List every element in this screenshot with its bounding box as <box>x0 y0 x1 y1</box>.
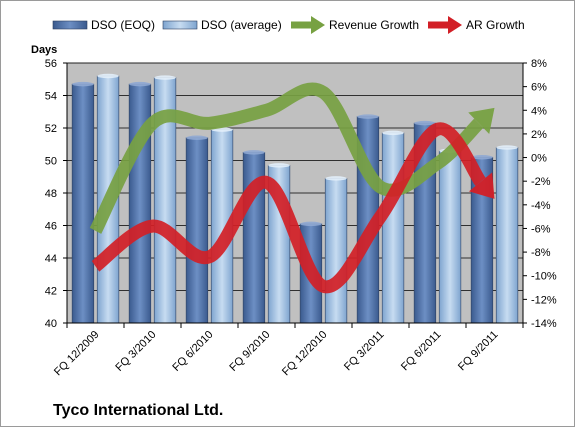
left-tick-label: 46 <box>45 221 57 233</box>
left-tick-label: 52 <box>45 123 57 135</box>
bar-top-highlight <box>357 114 379 119</box>
x-tick-label: FQ 6/2011 <box>399 329 444 374</box>
legend-label-dso-average-: DSO (average) <box>201 18 282 32</box>
right-tick-label: 2% <box>531 129 547 141</box>
legend-label-dso-eoq-: DSO (EOQ) <box>91 18 155 32</box>
right-tick-label: -6% <box>531 223 551 235</box>
bar-dso-average <box>324 178 348 324</box>
bar-top-highlight <box>382 130 404 136</box>
bar-top-highlight <box>268 163 290 168</box>
legend-swatch-dso-average- <box>162 20 198 30</box>
bar-dso-eoq <box>71 83 95 324</box>
bar-top-highlight <box>325 176 347 181</box>
left-tick-label: 48 <box>45 188 57 200</box>
bar-dso-average <box>495 147 519 324</box>
left-tick-label: 54 <box>45 91 57 103</box>
legend-label-ar-growth: AR Growth <box>466 18 525 32</box>
left-tick-label: 56 <box>45 58 57 70</box>
left-tick-label: 40 <box>45 318 57 330</box>
right-tick-label: -10% <box>531 271 557 283</box>
x-tick-label: FQ 9/2011 <box>456 329 501 374</box>
plot-area: 40 42 44 46 48 50 52 54 56 -14% -12% -10% -8% -6% -4% -… <box>45 58 557 378</box>
bar-top-highlight <box>471 155 493 160</box>
x-tick-label: FQ 3/2010 <box>113 329 158 374</box>
left-tick-label: 50 <box>45 156 57 168</box>
x-tick-label: FQ 9/2010 <box>227 329 272 374</box>
right-tick-label: -12% <box>531 294 557 306</box>
bar-top-highlight <box>72 81 94 87</box>
bar-top-highlight <box>97 73 119 79</box>
ar-growth-line <box>91 122 486 294</box>
legend-arrow-ar-growth <box>448 16 462 34</box>
bar-top-highlight <box>414 120 436 126</box>
revenue-growth-arrowhead <box>468 107 495 135</box>
revenue-growth-line <box>89 82 484 234</box>
right-tick-label: 6% <box>531 82 547 94</box>
legend-swatch-dso-eoq- <box>52 20 88 30</box>
legend-arrow-revenue-growth <box>311 16 325 34</box>
right-tick-label: 8% <box>531 58 547 70</box>
bar-top-highlight <box>129 81 151 87</box>
x-tick-label: FQ 12/2009 <box>52 329 102 379</box>
right-tick-label: -14% <box>531 318 557 330</box>
x-tick-label: FQ 6/2010 <box>170 329 215 374</box>
left-tick-label: 44 <box>45 253 57 265</box>
x-tick-label: FQ 12/2010 <box>280 329 330 379</box>
right-tick-label: -4% <box>531 200 551 212</box>
bar-top-highlight <box>243 150 265 155</box>
company-name: Tyco International Ltd. <box>53 402 223 419</box>
bar-top-highlight <box>186 135 208 140</box>
bar-top-highlight <box>300 221 322 227</box>
legend: DSO (EOQ) DSO (average) Revenue Growth AR G… <box>52 16 525 34</box>
bar-top-highlight <box>154 75 176 80</box>
right-tick-label: 4% <box>531 105 547 117</box>
left-axis-title: Days <box>31 44 57 56</box>
legend-label-revenue-growth: Revenue Growth <box>329 18 419 32</box>
x-tick-label: FQ 3/2011 <box>342 329 387 374</box>
ar-growth-arrowhead <box>468 172 495 199</box>
right-tick-label: -2% <box>531 176 551 188</box>
bar-dso-average <box>438 150 462 324</box>
bar-dso-eoq <box>185 137 209 324</box>
right-tick-label: 0% <box>531 153 547 165</box>
bar-dso-average <box>381 132 405 324</box>
bar-top-highlight <box>496 145 518 150</box>
right-tick-label: -8% <box>531 247 551 259</box>
left-tick-label: 42 <box>45 286 57 298</box>
